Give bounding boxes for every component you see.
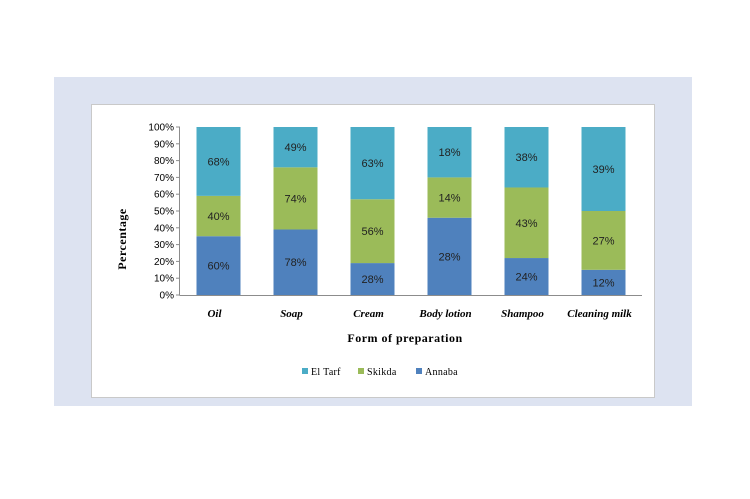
bar-skikda: [504, 187, 549, 259]
legend-label: Annaba: [425, 367, 458, 378]
bar-el-tarf: [273, 127, 318, 168]
bar-skikda: [273, 167, 318, 230]
chart-panel: 0% 10% 20% 30% 40% 50% 60% 70% 80% 90% 100% 60% 40%…: [91, 104, 655, 398]
y-tick-label: 50%: [154, 207, 174, 218]
y-tick-label: 70%: [154, 173, 174, 184]
x-tick-label: Oil: [207, 308, 222, 320]
bar-skikda: [581, 211, 626, 270]
bar-annaba: [350, 263, 395, 295]
y-tick-label: 100%: [148, 123, 174, 134]
y-tick-label: 60%: [154, 190, 174, 201]
x-axis-title: Form of preparation: [347, 331, 462, 345]
bar-el-tarf: [427, 127, 472, 178]
bar-annaba: [504, 258, 549, 295]
bar-annaba: [581, 269, 626, 295]
legend: El Tarf Skikda Annaba: [302, 367, 458, 378]
x-tick-label: Soap: [280, 308, 303, 320]
bar-annaba: [427, 217, 472, 295]
data-label: 18%: [438, 147, 460, 159]
data-label: 78%: [284, 257, 306, 269]
data-label: 12%: [592, 277, 614, 289]
data-label: 27%: [592, 235, 614, 247]
data-label: 74%: [284, 193, 306, 205]
bar-skikda: [196, 195, 241, 237]
data-labels: 60% 40% 68% 78% 74% 49% 28% 56% 63% 28% 14% 18% 24% 4…: [207, 142, 614, 289]
bar-skikda: [350, 199, 395, 264]
data-label: 63%: [361, 158, 383, 170]
y-tick-label: 20%: [154, 257, 174, 268]
x-tick-label: Body lotion: [418, 308, 471, 320]
bar-el-tarf: [581, 127, 626, 211]
x-tick-label: Cleaning milk: [567, 308, 632, 320]
legend-swatch: [416, 368, 422, 374]
bar-el-tarf: [350, 127, 395, 200]
data-label: 28%: [361, 274, 383, 286]
bar-annaba: [196, 236, 241, 295]
data-label: 38%: [515, 152, 537, 164]
bar-el-tarf: [504, 127, 549, 188]
legend-swatch: [358, 368, 364, 374]
legend-swatch: [302, 368, 308, 374]
y-tick-label: 40%: [154, 223, 174, 234]
y-axis-title: Percentage: [115, 208, 129, 270]
x-tick-label: Shampoo: [501, 308, 544, 320]
bars: [196, 127, 626, 295]
data-label: 14%: [438, 193, 460, 205]
data-label: 68%: [207, 156, 229, 168]
y-axis: 0% 10% 20% 30% 40% 50% 60% 70% 80% 90% 100%: [148, 123, 642, 302]
bar-annaba: [273, 229, 318, 295]
y-tick-label: 80%: [154, 156, 174, 167]
data-label: 56%: [361, 226, 383, 238]
bar-skikda: [427, 177, 472, 218]
stacked-bar-chart: 0% 10% 20% 30% 40% 50% 60% 70% 80% 90% 100% 60% 40%…: [115, 123, 642, 378]
data-label: 40%: [207, 211, 229, 223]
y-tick-label: 0%: [160, 291, 175, 302]
legend-label: Skikda: [367, 367, 397, 378]
data-label: 49%: [284, 142, 306, 154]
bar-el-tarf: [196, 127, 241, 196]
y-tick-label: 90%: [154, 139, 174, 150]
data-label: 60%: [207, 261, 229, 273]
x-tick-label: Cream: [353, 308, 384, 320]
data-label: 43%: [515, 218, 537, 230]
legend-label: El Tarf: [311, 367, 341, 378]
figure-frame: 0% 10% 20% 30% 40% 50% 60% 70% 80% 90% 100% 60% 40%…: [54, 77, 692, 406]
data-label: 28%: [438, 251, 460, 263]
y-tick-label: 30%: [154, 240, 174, 251]
data-label: 39%: [592, 164, 614, 176]
y-tick-label: 10%: [154, 274, 174, 285]
x-axis: Oil Soap Cream Body lotion Shampoo Cleaning m…: [207, 308, 632, 320]
data-label: 24%: [515, 272, 537, 284]
